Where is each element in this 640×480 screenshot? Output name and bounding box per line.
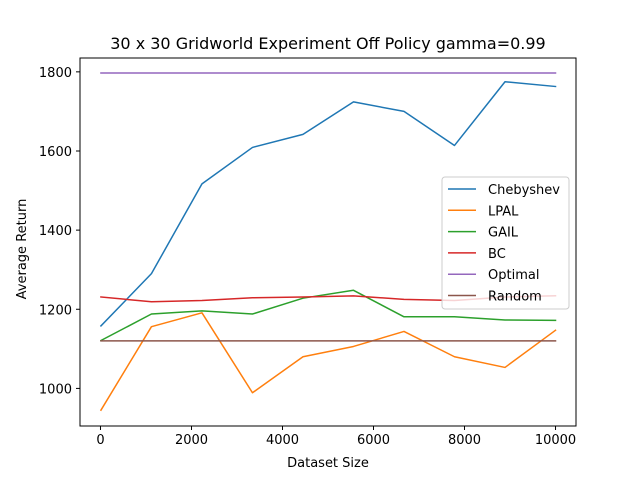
x-tick-label: 0 (96, 433, 104, 448)
y-axis-label: Average Return (15, 199, 30, 300)
legend-label-bc: BC (488, 247, 506, 262)
series-line-gail (99, 289, 557, 342)
x-tick-label: 2000 (175, 433, 208, 448)
x-tick-label: 8000 (448, 433, 481, 448)
series-line-chebyshev (99, 80, 557, 327)
y-tick-label: 1000 (39, 382, 72, 397)
x-tick-label: 6000 (357, 433, 390, 448)
legend-label-gail: GAIL (488, 226, 519, 241)
x-axis-label: Dataset Size (287, 456, 369, 471)
legend: Chebyshev LPAL GAIL BC Optimal Random (441, 176, 570, 310)
y-tick-label: 1200 (39, 303, 72, 318)
series-line-lpal (99, 312, 557, 412)
x-tick-label: 10000 (535, 433, 576, 448)
legend-label-chebyshev: Chebyshev (488, 183, 560, 198)
y-tick-label: 1600 (39, 145, 72, 160)
y-tick-label: 1400 (39, 224, 72, 239)
plot-area: 0 2000 4000 6000 8000 10000 1000 1200 1400 1600 18… (39, 57, 577, 448)
y-tick-label: 1800 (39, 66, 72, 81)
x-tick-label: 4000 (266, 433, 299, 448)
legend-label-lpal: LPAL (488, 204, 519, 219)
plot-frame (79, 57, 577, 427)
legend-label-random: Random (488, 290, 542, 305)
chart-title: 30 x 30 Gridworld Experiment Off Policy … (110, 34, 545, 53)
legend-label-optimal: Optimal (488, 268, 539, 283)
